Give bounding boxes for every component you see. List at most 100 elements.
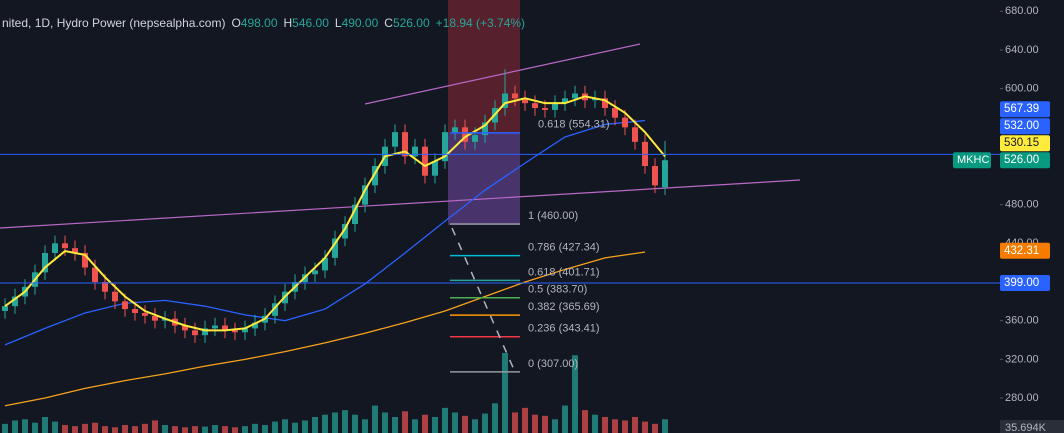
volume-bar bbox=[332, 412, 338, 433]
volume-bar bbox=[432, 417, 438, 433]
ohlc-value: 490.00 bbox=[342, 16, 379, 30]
volume-bar bbox=[482, 413, 488, 433]
candle-body bbox=[522, 98, 528, 104]
candle-body bbox=[442, 132, 448, 162]
volume-bar bbox=[192, 426, 198, 433]
volume-bar bbox=[552, 419, 558, 433]
candle-body bbox=[142, 312, 148, 316]
volume-bar bbox=[562, 405, 568, 433]
volume-bar bbox=[52, 421, 58, 433]
volume-bar bbox=[642, 421, 648, 433]
tick-label: 600.00 bbox=[1005, 83, 1039, 95]
candle-body bbox=[222, 325, 228, 331]
volume-bar bbox=[172, 426, 178, 433]
candle-body bbox=[362, 185, 368, 205]
candle-body bbox=[502, 93, 508, 109]
candle-body bbox=[332, 238, 338, 258]
volume-bar bbox=[522, 407, 528, 433]
tick-label: 280.00 bbox=[1005, 392, 1039, 404]
volume-bar bbox=[302, 420, 308, 433]
volume-bar bbox=[382, 412, 388, 433]
candle-body bbox=[432, 161, 438, 176]
volume-bar bbox=[222, 426, 228, 433]
price-tag-bg bbox=[1000, 274, 1050, 291]
volume-bar bbox=[612, 419, 618, 433]
volume-tag: 35.694K bbox=[1005, 422, 1047, 433]
candle-body bbox=[92, 267, 98, 283]
volume-bar bbox=[252, 423, 258, 433]
volume-bar bbox=[542, 415, 548, 433]
volume-bar bbox=[352, 414, 358, 433]
volume-bar bbox=[182, 427, 188, 433]
candle-body bbox=[62, 243, 68, 249]
volume-bar bbox=[152, 420, 158, 433]
candle-body bbox=[102, 282, 108, 292]
volume-bar bbox=[92, 422, 98, 433]
candle-body bbox=[112, 291, 118, 302]
price-tag: 432.31 bbox=[1004, 245, 1039, 257]
volume-bar bbox=[662, 419, 668, 433]
candle-body bbox=[132, 309, 138, 313]
volume-bar bbox=[472, 419, 478, 433]
ohlc-key: H bbox=[284, 16, 293, 30]
volume-bar bbox=[262, 425, 268, 433]
candle-body bbox=[232, 330, 238, 333]
volume-bar bbox=[2, 423, 8, 433]
ohlc-value: 546.00 bbox=[292, 16, 329, 30]
volume-bar bbox=[502, 353, 508, 433]
candle-body bbox=[572, 93, 578, 99]
ma-fast bbox=[4, 95, 666, 332]
volume-bar bbox=[412, 419, 418, 433]
volume-bar bbox=[652, 423, 658, 433]
ohlc-value: 526.00 bbox=[393, 16, 430, 30]
symbol-tag-bg bbox=[953, 152, 991, 169]
volume-bar bbox=[492, 403, 498, 433]
symbol-tag: MKHC bbox=[957, 154, 989, 166]
price-tag: 526.00 bbox=[1004, 154, 1039, 166]
candle-body bbox=[462, 127, 468, 142]
tick-label: 360.00 bbox=[1005, 315, 1039, 327]
candle-body bbox=[542, 108, 548, 110]
candle-body bbox=[82, 253, 88, 268]
candle-body bbox=[122, 301, 128, 310]
fib-label: 1 (460.00) bbox=[528, 210, 578, 222]
candle-body bbox=[482, 122, 488, 136]
volume-bar bbox=[142, 423, 148, 433]
volume-bar bbox=[132, 426, 138, 433]
volume-bar bbox=[162, 425, 168, 433]
fib-range-top bbox=[448, 0, 520, 225]
candle-body bbox=[322, 257, 328, 271]
candle-body bbox=[652, 166, 658, 186]
trend-line-high bbox=[364, 43, 641, 105]
volume-bar bbox=[292, 422, 298, 433]
fib-label: 0.236 (343.41) bbox=[528, 323, 600, 335]
candle-body bbox=[72, 248, 78, 254]
candle-body bbox=[452, 127, 458, 133]
volume-bar bbox=[12, 420, 18, 433]
price-tag-bg bbox=[1000, 135, 1050, 152]
candle-body bbox=[182, 325, 188, 331]
tick-label: 320.00 bbox=[1005, 353, 1039, 365]
price-tag-bg bbox=[1000, 242, 1050, 259]
candle-body bbox=[342, 224, 348, 239]
volume-bar bbox=[32, 422, 38, 433]
candle-body bbox=[562, 98, 568, 104]
candle-body bbox=[472, 135, 478, 142]
volume-bar bbox=[282, 419, 288, 433]
candle-body bbox=[12, 296, 18, 307]
volume-bar bbox=[532, 414, 538, 433]
volume-bar bbox=[212, 425, 218, 433]
volume-bar bbox=[512, 412, 518, 433]
candle-body bbox=[152, 315, 158, 321]
ohlc-key: C bbox=[384, 16, 393, 30]
volume-bar bbox=[122, 425, 128, 433]
volume-bar bbox=[72, 426, 78, 433]
tick-label: 640.00 bbox=[1005, 44, 1039, 56]
candle-body bbox=[402, 132, 408, 157]
candle-body bbox=[312, 270, 318, 275]
fib-label: 0.382 (365.69) bbox=[528, 301, 600, 313]
volume-bar bbox=[322, 414, 328, 433]
volume-bar bbox=[442, 407, 448, 433]
price-tag: 530.15 bbox=[1004, 137, 1039, 149]
